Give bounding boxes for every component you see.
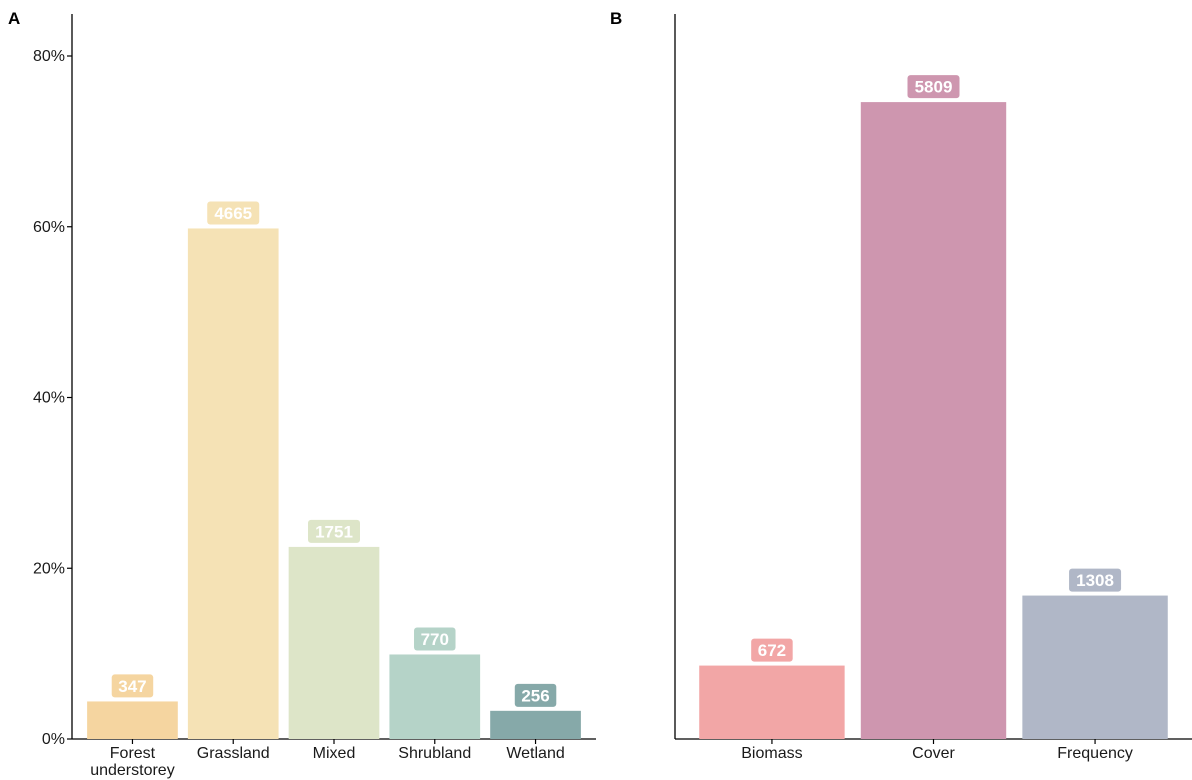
data-label: 672 [758, 641, 786, 660]
data-label-box [514, 683, 557, 707]
panel-b-tag: B [610, 9, 622, 28]
panel-b-x-ticks: Biomass Cover Frequency [741, 739, 1133, 762]
data-label: 5809 [915, 78, 953, 97]
panel-b-data-labels: 672 5809 1308 [751, 75, 1122, 662]
bar-mixed [288, 546, 380, 739]
x-tick-label: Mixed [313, 745, 356, 762]
bar-shrubland [389, 654, 481, 739]
x-tick-label: Frequency [1057, 745, 1133, 762]
x-tick-label: Wetland [506, 745, 564, 762]
bar-biomass [699, 665, 845, 739]
y-tick-label: 20% [33, 560, 65, 577]
bar-forest-understorey [87, 701, 178, 739]
data-label: 4665 [214, 204, 252, 223]
panel-b-bars [699, 102, 1168, 740]
data-label: 256 [521, 686, 549, 705]
bar-grassland [187, 228, 279, 739]
x-tick-label: understorey [90, 762, 175, 779]
data-label: 1308 [1076, 571, 1114, 590]
x-tick-label: Forest [110, 745, 156, 762]
data-label: 770 [421, 630, 449, 649]
data-label: 347 [118, 677, 146, 696]
data-label-box [308, 519, 360, 543]
y-tick-label: 40% [33, 390, 65, 407]
panel-a-y-ticks: 0% 20% 40% 60% 80% [33, 48, 72, 748]
data-label-box [111, 674, 154, 698]
data-label-box [207, 201, 260, 225]
bar-frequency [1022, 595, 1168, 739]
data-label-box [1069, 568, 1122, 592]
data-label-box [414, 627, 456, 651]
data-label-box [751, 638, 793, 662]
y-tick-label: 60% [33, 219, 65, 236]
y-tick-label: 0% [42, 731, 65, 748]
x-tick-label: Biomass [741, 745, 802, 762]
data-label-box [907, 75, 960, 99]
panel-a-tag: A [8, 9, 20, 28]
panel-a-data-labels: 347 4665 1751 770 256 [111, 201, 557, 707]
bar-wetland [490, 710, 581, 739]
data-label: 1751 [315, 522, 353, 541]
x-tick-label: Cover [912, 745, 955, 762]
bar-cover [860, 102, 1007, 740]
x-tick-label: Shrubland [398, 745, 471, 762]
panel-a-bars [87, 228, 581, 739]
panel-b: B 672 5809 1308 Biomass Cover Frequency [610, 9, 1192, 762]
y-tick-label: 80% [33, 48, 65, 65]
x-tick-label: Grassland [197, 745, 270, 762]
panel-a: A 0% 20% 40% 60% 80% 347 4665 1751 770 256 Fores… [8, 9, 596, 779]
